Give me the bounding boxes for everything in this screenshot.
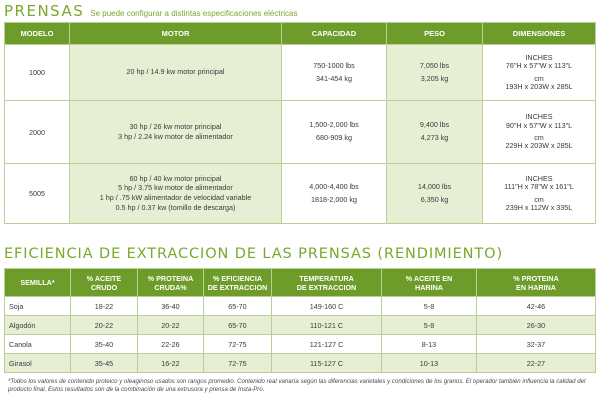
- header-peso: PESO: [386, 22, 483, 45]
- header-dimensiones: DIMENSIONES: [482, 22, 596, 45]
- value-cell: 20-22: [70, 315, 138, 335]
- dimensions-cell: INCHES 111"H x 78"W x 161"L cm 239H x 11…: [482, 163, 596, 224]
- efficiency-header-row: SEMILLA* % ACEITE CRUDO % PROTEINA CRUDA% …: [4, 268, 596, 297]
- value-cell: 22-27: [476, 353, 596, 373]
- value-cell: 42-46: [476, 296, 596, 316]
- value-cell: 10-13: [381, 353, 477, 373]
- motor-cell: 30 hp / 26 kw motor principal 3 hp / 2.2…: [69, 100, 282, 164]
- value-cell: 36-40: [137, 296, 204, 316]
- value-cell: 65-70: [203, 296, 272, 316]
- value-cell: 115-127 C: [271, 353, 382, 373]
- value-cell: 72-75: [203, 353, 272, 373]
- table-row: 1000 20 hp / 14.9 kw motor principal 750…: [4, 44, 596, 101]
- value-cell: 5-8: [381, 315, 477, 335]
- value-cell: 8-13: [381, 334, 477, 354]
- dimensions-cell: INCHES 76"H x 57"W x 113"L cm 193H x 203…: [482, 44, 596, 101]
- value-cell: 35-45: [70, 353, 138, 373]
- capacity-cell: 4,000-4,400 lbs 1818-2,000 kg: [281, 163, 387, 224]
- weight-cell: 14,000 lbs 6,350 kg: [386, 163, 483, 224]
- header-motor: MOTOR: [69, 22, 282, 45]
- presses-title-bar: PRENSAS Se puede configurar a distintas …: [4, 2, 297, 20]
- presses-table: MODELO MOTOR CAPACIDAD PESO DIMENSIONES …: [4, 22, 596, 224]
- header-semilla: SEMILLA*: [4, 268, 71, 297]
- presses-title: PRENSAS: [4, 2, 85, 20]
- header-capacidad: CAPACIDAD: [281, 22, 387, 45]
- table-row: 2000 30 hp / 26 kw motor principal 3 hp …: [4, 100, 596, 164]
- value-cell: 5-8: [381, 296, 477, 316]
- value-cell: 20-22: [137, 315, 204, 335]
- header-aceite-crudo: % ACEITE CRUDO: [70, 268, 138, 297]
- weight-cell: 7,050 lbs 3,205 kg: [386, 44, 483, 101]
- capacity-cell: 1,500-2,000 lbs 680-909 kg: [281, 100, 387, 164]
- value-cell: 26-30: [476, 315, 596, 335]
- table-row: Soja 18-22 36-40 65-70 149-160 C 5-8 42-…: [4, 296, 596, 316]
- header-aceite-harina: % ACEITE EN HARINA: [381, 268, 477, 297]
- value-cell: 32-37: [476, 334, 596, 354]
- value-cell: 149-160 C: [271, 296, 382, 316]
- value-cell: 65-70: [203, 315, 272, 335]
- seed-cell: Girasol: [4, 353, 71, 373]
- presses-header-row: MODELO MOTOR CAPACIDAD PESO DIMENSIONES: [4, 22, 596, 45]
- seed-cell: Soja: [4, 296, 71, 316]
- model-cell: 1000: [4, 44, 70, 101]
- seed-cell: Canola: [4, 334, 71, 354]
- motor-cell: 20 hp / 14.9 kw motor principal: [69, 44, 282, 101]
- efficiency-table: SEMILLA* % ACEITE CRUDO % PROTEINA CRUDA% …: [4, 268, 596, 373]
- capacity-cell: 750-1000 lbs 341-454 kg: [281, 44, 387, 101]
- table-row: Girasol 35-45 16-22 72-75 115-127 C 10-1…: [4, 353, 596, 373]
- header-proteina-cruda: % PROTEINA CRUDA%: [137, 268, 204, 297]
- value-cell: 16-22: [137, 353, 204, 373]
- value-cell: 35-40: [70, 334, 138, 354]
- model-cell: 2000: [4, 100, 70, 164]
- value-cell: 22-26: [137, 334, 204, 354]
- table-row: Canola 35-40 22-26 72-75 121-127 C 8-13 …: [4, 334, 596, 354]
- weight-cell: 9,400 lbs 4,273 kg: [386, 100, 483, 164]
- seed-cell: Algodón: [4, 315, 71, 335]
- header-proteina-harina: % PROTEINA EN HARINA: [476, 268, 596, 297]
- table-row: Algodón 20-22 20-22 65-70 110-121 C 5-8 …: [4, 315, 596, 335]
- value-cell: 72-75: [203, 334, 272, 354]
- presses-subtitle: Se puede configurar a distintas especifi…: [90, 9, 298, 18]
- header-modelo: MODELO: [4, 22, 70, 45]
- model-cell: 5005: [4, 163, 70, 224]
- dimensions-cell: INCHES 90"H x 57"W x 113"L cm 229H x 203…: [482, 100, 596, 164]
- footnote: *Todos los valores de contenido proteico…: [8, 378, 586, 394]
- efficiency-title: EFICIENCIA DE EXTRACCION DE LAS PRENSAS …: [4, 246, 504, 262]
- header-temperatura: TEMPERATURA DE EXTRACCION: [271, 268, 382, 297]
- value-cell: 110-121 C: [271, 315, 382, 335]
- value-cell: 18-22: [70, 296, 138, 316]
- motor-cell: 60 hp / 40 kw motor principal 5 hp / 3.7…: [69, 163, 282, 224]
- value-cell: 121-127 C: [271, 334, 382, 354]
- table-row: 5005 60 hp / 40 kw motor principal 5 hp …: [4, 163, 596, 224]
- header-eficiencia: % EFICIENCIA DE EXTRACCION: [203, 268, 272, 297]
